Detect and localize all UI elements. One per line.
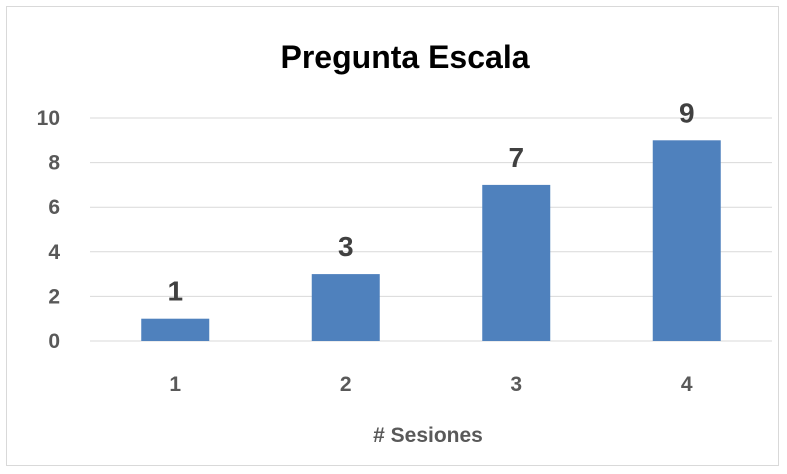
- x-tick-label: 3: [510, 373, 522, 396]
- y-tick-label: 2: [48, 285, 60, 308]
- y-tick-label: 10: [37, 107, 60, 130]
- y-tick-label: 6: [48, 196, 60, 219]
- bar-4: [652, 140, 721, 341]
- bar-2: [311, 274, 380, 341]
- data-label: 3: [338, 231, 354, 262]
- bar-3: [482, 184, 551, 341]
- y-tick-label: 0: [48, 330, 60, 353]
- y-tick-label: 4: [48, 241, 60, 264]
- x-tick-label: 2: [340, 373, 352, 396]
- x-axis-title: # Sesiones: [373, 424, 483, 447]
- y-axis-ticks: 0 2 4 6 8 10: [37, 107, 61, 353]
- data-label: 9: [679, 97, 695, 128]
- bar-1: [141, 318, 210, 341]
- y-tick-label: 8: [48, 152, 60, 175]
- x-tick-label: 1: [169, 373, 181, 396]
- chart-frame: [6, 6, 779, 466]
- data-labels: 1 3 7 9: [167, 97, 694, 306]
- x-tick-label: 4: [681, 373, 693, 396]
- data-label: 7: [508, 142, 524, 173]
- data-label: 1: [167, 276, 183, 307]
- chart-title: Pregunta Escala: [281, 39, 530, 75]
- x-axis-ticks: 1 2 3 4: [169, 373, 693, 396]
- bars: [141, 140, 721, 341]
